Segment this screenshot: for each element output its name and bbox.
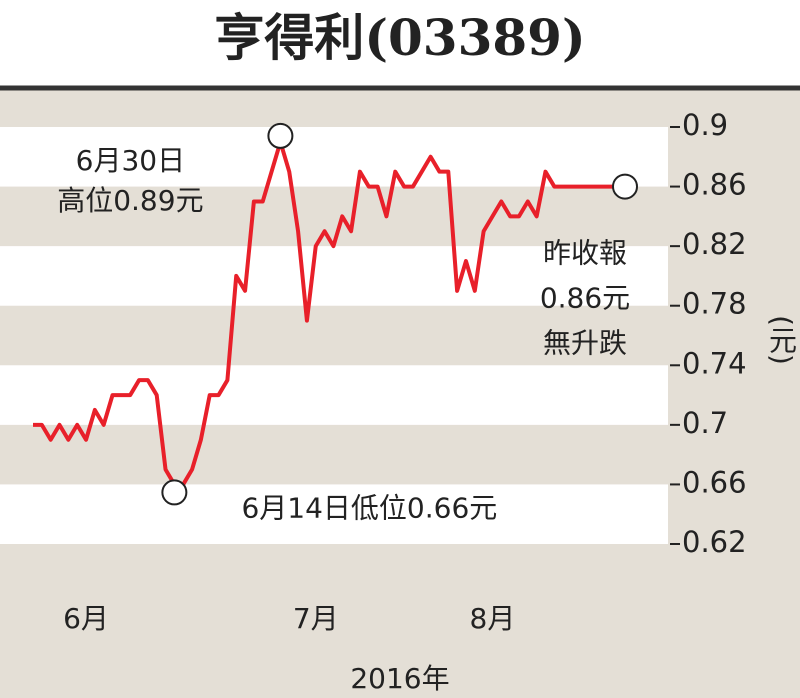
annotation-marker: [161, 479, 188, 506]
x-axis-label: 2016年: [350, 662, 449, 695]
stripe: [0, 127, 668, 187]
y-tick-label: 0.86: [682, 168, 747, 202]
line: [33, 139, 625, 487]
y-axis-label: (元): [765, 315, 798, 365]
annotation: 昨收報: [543, 237, 627, 270]
annotation: 6月14日低位0.66元: [241, 491, 497, 524]
annotation: 高位0.89元: [57, 184, 203, 217]
annotation-marker: [612, 173, 638, 200]
y-tick-label: 0.62: [682, 525, 747, 559]
y-tick-label: 0.66: [682, 465, 747, 499]
y-tick-label: 0.7: [682, 406, 728, 440]
annotation-marker: [267, 122, 294, 149]
y-tick-label: 0.78: [682, 287, 747, 321]
annotation: 無升跌: [543, 327, 627, 360]
annotation: 6月30日: [76, 144, 185, 177]
annotation: 0.86元: [540, 282, 630, 315]
x-tick-label: 8月: [470, 602, 516, 635]
x-tick-label: 6月: [63, 602, 109, 635]
chart-title: 亨得利(03389): [214, 8, 585, 67]
y-tick-label: 0.9: [682, 108, 728, 142]
x-tick-label: 7月: [293, 602, 339, 635]
y-tick-label: 0.82: [682, 227, 747, 261]
stripe: [0, 246, 668, 306]
stripe: [0, 484, 668, 544]
title-bg: [0, 0, 800, 86]
y-tick-label: 0.74: [682, 346, 747, 380]
